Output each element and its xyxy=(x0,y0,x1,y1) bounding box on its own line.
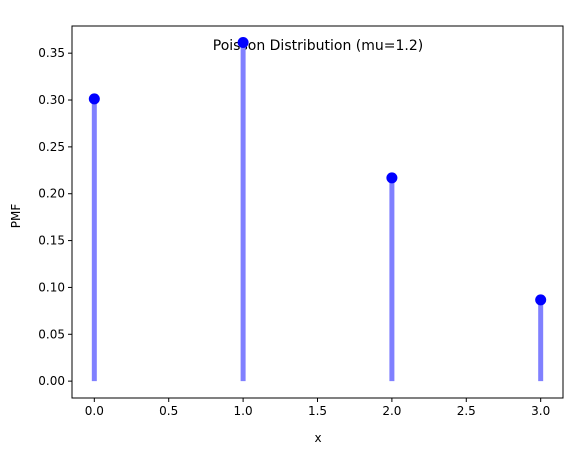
x-axis-label: x xyxy=(314,431,321,445)
marker-1 xyxy=(237,36,249,48)
y-tick-label: 0.25 xyxy=(38,140,65,154)
marker-3 xyxy=(535,294,547,306)
markers-layer xyxy=(88,36,547,306)
y-tick-label: 0.00 xyxy=(38,374,65,388)
x-tick-label: 1.0 xyxy=(234,404,253,418)
chart-title: Poisson Distribution (mu=1.2) xyxy=(213,38,423,54)
x-tick-label: 2.0 xyxy=(382,404,401,418)
x-axis-ticks: 0.0 0.5 1.0 1.5 2.0 2.5 3.0 xyxy=(85,398,550,418)
x-tick-label: 3.0 xyxy=(531,404,550,418)
x-tick-label: 0.5 xyxy=(159,404,178,418)
y-tick-label: 0.15 xyxy=(38,234,65,248)
y-tick-label: 0.30 xyxy=(38,93,65,107)
plot-frame xyxy=(71,25,564,399)
y-axis-label: PMF xyxy=(9,204,23,229)
x-tick-label: 1.5 xyxy=(308,404,327,418)
x-tick-label: 2.5 xyxy=(457,404,476,418)
marker-2 xyxy=(386,172,398,184)
y-tick-label: 0.05 xyxy=(38,327,65,341)
y-tick-label: 0.20 xyxy=(38,187,65,201)
marker-0 xyxy=(88,93,100,105)
x-tick-label: 0.0 xyxy=(85,404,104,418)
y-axis-ticks: 0.00 0.05 0.10 0.15 0.20 0.25 0.30 0.35 xyxy=(38,46,72,388)
y-tick-label: 0.35 xyxy=(38,46,65,60)
stems-layer xyxy=(91,42,544,382)
y-tick-label: 0.10 xyxy=(38,280,65,294)
